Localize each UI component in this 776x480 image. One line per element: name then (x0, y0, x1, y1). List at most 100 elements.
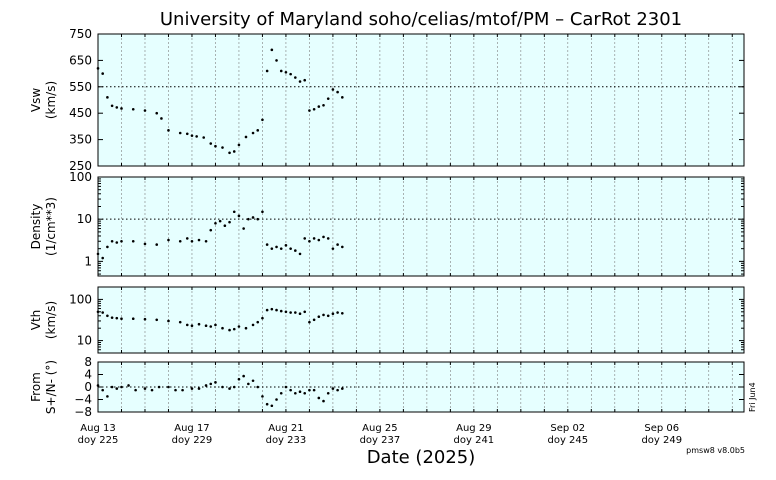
panels: 250350450550650750Vsw(km/s)110100Density… (29, 27, 745, 419)
data-point-from (265, 402, 269, 406)
data-point-vsw (115, 106, 119, 109)
data-point-vth (167, 319, 170, 323)
data-point-from (312, 388, 316, 392)
data-point-from (120, 385, 123, 389)
data-point-from (308, 388, 311, 392)
y-tick-label-density: 100 (69, 170, 92, 184)
data-point-vth (221, 326, 224, 330)
x-tick-date: Aug 17 (174, 423, 209, 434)
data-point-density (131, 239, 135, 243)
y-tick-label-vsw: 250 (69, 159, 92, 173)
data-point-from (96, 384, 100, 387)
y-tick-label-vsw: 450 (69, 106, 92, 120)
data-point-from (228, 387, 231, 390)
data-point-vsw (237, 143, 241, 147)
data-point-vsw (261, 118, 264, 122)
data-point-density (317, 238, 321, 242)
y-tick-label-vsw: 750 (69, 27, 92, 41)
data-point-density (190, 239, 194, 243)
data-point-vth (275, 308, 278, 312)
y-tick-label-density: 10 (77, 212, 92, 226)
data-point-vsw (294, 76, 297, 79)
data-point-from (127, 384, 130, 387)
data-point-from (289, 388, 292, 392)
y-tick-label-vsw: 350 (69, 133, 92, 147)
data-point-from (275, 398, 278, 401)
data-point-vth (322, 313, 325, 317)
data-point-vsw (289, 72, 292, 76)
data-point-density (197, 238, 201, 242)
data-point-vsw (101, 72, 104, 75)
x-tick-doy: doy 241 (454, 435, 495, 446)
y-tick-label-vsw: 650 (69, 53, 92, 67)
data-point-vsw (214, 144, 217, 148)
data-point-from (190, 387, 194, 390)
data-point-vth (270, 307, 274, 311)
data-point-from (174, 388, 177, 392)
data-point-from (204, 384, 208, 387)
data-point-vth (341, 311, 344, 315)
y-tick-label-from: 0 (84, 380, 92, 394)
data-point-vth (178, 320, 182, 324)
x-axis-label: Date (2025) (367, 447, 476, 468)
y-axis-label-vsw: Vsw(km/s) (29, 81, 58, 119)
data-point-vth (284, 310, 288, 314)
data-point-density (214, 221, 217, 225)
data-point-vsw (96, 67, 100, 70)
data-point-vth (256, 320, 260, 324)
data-point-from (270, 404, 274, 408)
data-point-from (284, 385, 288, 389)
data-point-from (232, 385, 236, 389)
data-point-vth (185, 323, 189, 327)
data-point-from (115, 387, 119, 390)
data-point-density (322, 235, 325, 239)
data-point-from (279, 391, 283, 395)
data-point-from (134, 388, 137, 392)
data-point-vth (298, 312, 302, 315)
x-tick-doy: doy 233 (266, 435, 307, 446)
x-tick-doy: doy 237 (360, 435, 401, 446)
data-point-vsw (167, 129, 170, 132)
data-point-from (143, 387, 147, 390)
data-point-from (326, 391, 330, 395)
data-point-vsw (298, 80, 302, 83)
data-point-density (265, 243, 269, 246)
data-point-vsw (209, 142, 213, 145)
data-point-vsw (228, 151, 231, 155)
x-tick-doy: doy 225 (78, 435, 119, 446)
data-point-from (214, 381, 217, 384)
x-tick-date: Aug 29 (456, 423, 491, 434)
x-tick-date: Aug 13 (80, 423, 115, 434)
data-point-from (150, 388, 154, 392)
data-point-from (336, 388, 339, 392)
y-tick-label-from: 4 (84, 368, 92, 382)
side-note: Fri Jun4 (748, 382, 757, 412)
data-point-vth (237, 325, 241, 328)
data-point-density (237, 214, 241, 218)
data-point-density (284, 244, 288, 247)
panel-vth: 10 100 Vth(km/s) (29, 286, 745, 354)
x-tick-doy: doy 249 (641, 435, 682, 446)
x-tick-doy: doy 229 (172, 435, 213, 446)
data-point-from (101, 388, 104, 392)
data-point-density (275, 245, 278, 249)
data-point-vsw (185, 132, 189, 136)
panel-density: 1 10 100 Density(1/cm**3) (29, 170, 745, 277)
data-point-density (223, 224, 227, 228)
data-point-vsw (232, 150, 236, 153)
data-point-density (110, 239, 114, 243)
x-tick-date: Aug 21 (268, 423, 303, 434)
data-point-density (261, 210, 264, 214)
x-tick-doy: doy 245 (547, 435, 588, 446)
data-point-density (331, 247, 335, 250)
data-point-from (317, 396, 321, 400)
chart-title: University of Maryland soho/celias/mtof/… (160, 9, 682, 30)
data-point-vth (312, 318, 316, 322)
data-point-vsw (256, 129, 260, 132)
data-point-vth (326, 314, 330, 318)
y-axis-label-vth: Vth(km/s) (29, 301, 58, 339)
data-point-density (326, 237, 330, 240)
data-point-vth (331, 312, 335, 315)
